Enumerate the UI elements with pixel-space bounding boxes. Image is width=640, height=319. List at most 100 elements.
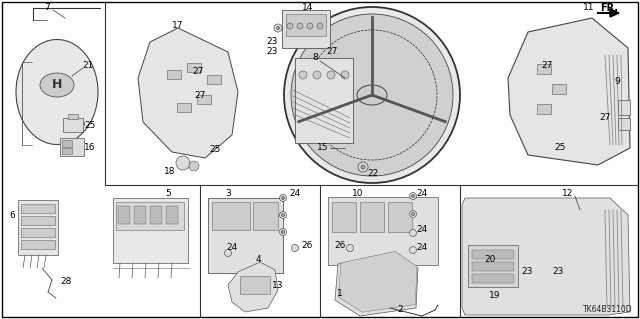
Text: 18: 18	[164, 167, 176, 176]
Text: 11: 11	[583, 4, 595, 12]
Circle shape	[276, 26, 280, 29]
Ellipse shape	[284, 7, 460, 183]
Text: 10: 10	[352, 189, 364, 197]
Circle shape	[299, 71, 307, 79]
Circle shape	[341, 71, 349, 79]
Bar	[68, 114, 78, 119]
Text: 3: 3	[225, 189, 231, 197]
Text: 25: 25	[554, 144, 566, 152]
Bar	[134, 206, 146, 224]
Circle shape	[282, 231, 285, 234]
Text: 8: 8	[312, 54, 318, 63]
Bar	[472, 250, 514, 259]
Text: 13: 13	[272, 280, 284, 290]
Circle shape	[287, 23, 293, 29]
Bar	[552, 84, 566, 94]
Bar	[328, 197, 438, 265]
Circle shape	[225, 249, 232, 256]
Text: 23: 23	[266, 48, 278, 56]
Bar	[21, 240, 55, 249]
Text: 26: 26	[334, 241, 346, 249]
Circle shape	[410, 211, 417, 218]
Circle shape	[282, 213, 285, 217]
Bar	[286, 14, 326, 36]
Bar	[240, 276, 270, 294]
Bar	[118, 206, 130, 224]
Bar	[167, 70, 181, 79]
Text: 24: 24	[227, 243, 237, 253]
Bar	[21, 204, 55, 213]
Text: FR.: FR.	[600, 3, 618, 13]
Text: 26: 26	[301, 241, 313, 249]
Bar	[468, 245, 518, 287]
Bar	[21, 216, 55, 225]
Ellipse shape	[40, 73, 74, 97]
Text: 4: 4	[255, 256, 261, 264]
Polygon shape	[138, 28, 238, 158]
Circle shape	[346, 244, 353, 251]
Bar	[113, 198, 188, 263]
Text: 24: 24	[417, 226, 428, 234]
Circle shape	[291, 244, 298, 251]
Text: 28: 28	[60, 278, 72, 286]
Circle shape	[282, 197, 285, 199]
Text: 9: 9	[614, 78, 620, 86]
Bar	[207, 75, 221, 84]
Text: 27: 27	[599, 114, 611, 122]
Bar	[537, 104, 551, 114]
Text: 6: 6	[9, 211, 15, 219]
Bar	[187, 63, 201, 72]
Text: TK64B3110D: TK64B3110D	[583, 305, 633, 314]
Text: 23: 23	[266, 38, 278, 47]
Text: 7: 7	[44, 4, 50, 12]
Circle shape	[410, 229, 417, 236]
Bar	[360, 202, 384, 232]
Circle shape	[280, 211, 287, 219]
Circle shape	[280, 195, 287, 202]
Text: 25: 25	[84, 121, 96, 130]
Bar	[618, 100, 630, 115]
Ellipse shape	[357, 85, 387, 105]
FancyArrow shape	[597, 9, 619, 17]
Bar	[150, 206, 162, 224]
Polygon shape	[339, 251, 417, 312]
Bar	[60, 138, 84, 156]
Bar	[537, 64, 551, 74]
Bar	[197, 95, 211, 104]
Bar	[282, 10, 330, 48]
Polygon shape	[335, 252, 418, 316]
Polygon shape	[508, 18, 630, 165]
Circle shape	[358, 162, 368, 172]
Polygon shape	[462, 198, 630, 315]
Text: 12: 12	[563, 189, 573, 197]
Text: 2: 2	[397, 306, 403, 315]
Text: 24: 24	[417, 189, 428, 197]
Bar	[472, 262, 514, 271]
Text: 23: 23	[552, 268, 564, 277]
Text: 20: 20	[484, 256, 495, 264]
Circle shape	[327, 71, 335, 79]
Text: 23: 23	[522, 268, 532, 277]
Circle shape	[317, 23, 323, 29]
Text: 27: 27	[541, 61, 553, 70]
Bar	[472, 274, 514, 283]
Circle shape	[189, 161, 199, 171]
Text: 15: 15	[317, 144, 329, 152]
Bar	[63, 118, 83, 132]
Text: 24: 24	[417, 243, 428, 253]
Bar	[212, 202, 250, 230]
Bar	[18, 200, 58, 255]
Bar	[388, 202, 412, 232]
Circle shape	[361, 165, 365, 169]
Bar	[62, 148, 72, 154]
Polygon shape	[228, 262, 278, 312]
Circle shape	[313, 71, 321, 79]
Text: 22: 22	[367, 169, 379, 179]
Ellipse shape	[291, 14, 453, 176]
Circle shape	[410, 247, 417, 254]
Circle shape	[412, 212, 415, 216]
Bar	[116, 202, 184, 230]
Bar	[253, 202, 278, 230]
Text: 1: 1	[337, 288, 343, 298]
Circle shape	[280, 228, 287, 235]
